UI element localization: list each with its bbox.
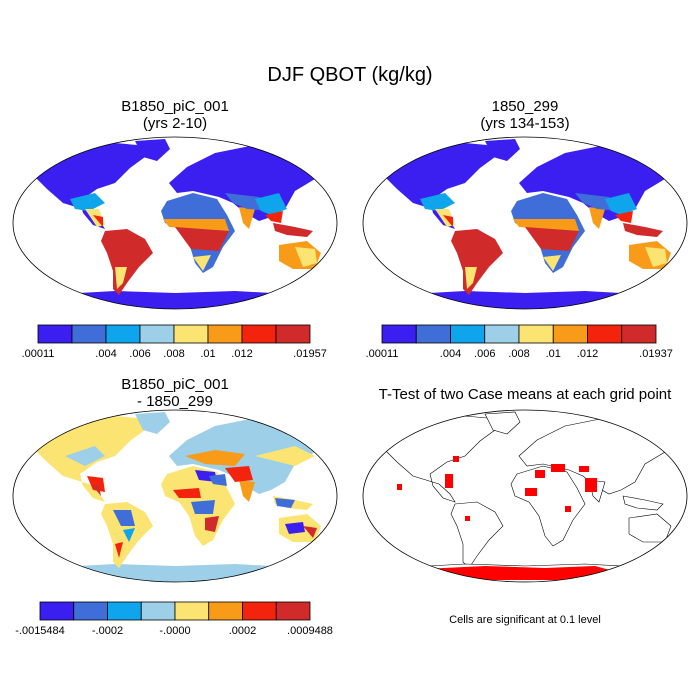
panel4-title-line1: T-Test of two Case means at each grid po… — [378, 386, 672, 403]
panel1-title-line2: (yrs 2-10) — [142, 115, 208, 132]
colorbar-2-label-6: .012 — [577, 348, 598, 360]
colorbar-3-box-1 — [39, 601, 75, 621]
figure-title: DJF QBOT (kg/kg) — [267, 64, 433, 86]
colorbar-3-box-8 — [275, 601, 311, 621]
map-panel-3 — [12, 409, 338, 583]
panel4-title: T-Test of two Case means at each grid po… — [360, 386, 690, 403]
colorbar-1-label-2: .004 — [95, 348, 116, 360]
colorbar-1-label-3: .006 — [129, 348, 150, 360]
colorbar-2-label-4: .008 — [508, 348, 529, 360]
panel3-title-line1: B1850_piC_001 — [121, 376, 229, 393]
map-panel-4 — [362, 409, 688, 583]
colorbar-3-label-5: .0009488 — [287, 625, 333, 637]
colorbar-3-box-2 — [73, 601, 108, 621]
colorbar-panel-1: .00011 .004 .006 .008 .01 .012 .01957 — [22, 324, 327, 360]
colorbar-2-box-4 — [484, 324, 520, 344]
panel2-title-line2: (yrs 134-153) — [480, 115, 570, 132]
colorbar-1-label-7: .01957 — [293, 348, 327, 360]
colorbar-1-box-6 — [207, 324, 243, 344]
colorbar-2-label-5: .01 — [546, 348, 561, 360]
colorbar-3-box-3 — [107, 601, 142, 621]
panel2-title-line1: 1850_299 — [491, 98, 559, 115]
colorbar-2-box-3 — [450, 324, 486, 344]
colorbar-1-label-4: .008 — [163, 348, 184, 360]
panel3-title: B1850_piC_001 - 1850_299 — [75, 376, 275, 410]
colorbar-3-box-4 — [140, 601, 176, 621]
colorbar-3-label-4: .0002 — [229, 625, 257, 637]
map-panel-1 — [12, 136, 338, 310]
colorbar-1-label-6: .012 — [231, 348, 252, 360]
colorbar-2-box-1 — [381, 324, 417, 344]
colorbar-3-label-1: -.0015484 — [15, 625, 65, 637]
colorbar-1-label-1: .00011 — [22, 348, 55, 360]
map-panel-2 — [362, 136, 688, 310]
significance-note: Cells are significant at 0.1 level — [449, 614, 601, 626]
colorbar-2-box-2 — [415, 324, 451, 344]
colorbar-panel-2: .00011 .004 .006 .008 .01 .012 .01937 — [366, 324, 673, 360]
colorbar-1-box-4 — [139, 324, 175, 344]
colorbar-1-box-3 — [105, 324, 141, 344]
colorbar-3-label-2: -.0002 — [92, 625, 123, 637]
colorbar-2-label-3: .006 — [474, 348, 495, 360]
panel3-title-line2: - 1850_299 — [137, 393, 213, 410]
colorbar-3-label-3: -.0000 — [159, 625, 190, 637]
colorbar-3-box-7 — [242, 601, 277, 621]
colorbar-1-box-1 — [37, 324, 73, 344]
colorbar-2-label-1: .00011 — [366, 348, 399, 360]
colorbar-3-box-6 — [208, 601, 243, 621]
colorbar-2-label-7: .01937 — [639, 348, 673, 360]
panel1-title: B1850_piC_001 (yrs 2-10) — [75, 98, 275, 132]
colorbar-1-box-8 — [275, 324, 311, 344]
colorbar-3-box-5 — [174, 601, 210, 621]
panel1-title-line1: B1850_piC_001 — [121, 98, 229, 115]
colorbar-1-label-5: .01 — [200, 348, 215, 360]
colorbar-2-box-5 — [518, 324, 554, 344]
colorbar-2-box-6 — [552, 324, 588, 344]
colorbar-1-box-7 — [241, 324, 277, 344]
colorbar-1-box-5 — [173, 324, 209, 344]
colorbar-2-label-2: .004 — [440, 348, 461, 360]
colorbar-2-box-7 — [587, 324, 623, 344]
colorbar-panel-3: -.0015484 -.0002 -.0000 .0002 .0009488 — [15, 601, 333, 637]
colorbar-2-box-8 — [621, 324, 657, 344]
panel2-title: 1850_299 (yrs 134-153) — [425, 98, 625, 132]
colorbar-1-box-2 — [71, 324, 107, 344]
